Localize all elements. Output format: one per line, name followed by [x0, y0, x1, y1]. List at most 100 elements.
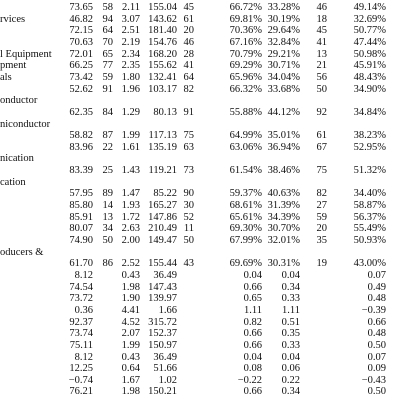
table-cell: 49.14% — [353, 2, 386, 13]
row-label: rvices — [0, 13, 26, 25]
table-cell: 64.99% — [229, 130, 262, 142]
row-label: als — [0, 71, 12, 83]
table-cell: 12.25 — [69, 363, 93, 375]
table-cell: 1.61 — [121, 141, 140, 153]
table-cell: 58.82 — [69, 130, 93, 142]
table-cell: 0.33 — [281, 293, 300, 305]
table-cell: 45.91% — [353, 60, 386, 72]
table-cell: 51.66 — [153, 363, 177, 375]
table-cell: 86 — [102, 258, 114, 270]
table-cell: 66.72% — [229, 2, 262, 13]
table-cell: 119.21 — [148, 165, 178, 177]
table-cell: 165.27 — [148, 200, 177, 212]
table-cell: 25 — [102, 165, 114, 177]
table-cell: 3.07 — [121, 13, 140, 25]
table-cell: 34.04% — [267, 71, 300, 83]
table-cell: 66.25 — [69, 60, 93, 72]
table-cell: 73 — [183, 165, 195, 177]
table-cell: 0.66 — [243, 281, 262, 293]
table-cell: 92 — [316, 106, 328, 118]
table-cell: 1.67 — [121, 374, 140, 386]
table-cell: 90 — [183, 188, 195, 200]
table-cell: 32.84% — [267, 36, 300, 48]
table-cell: 61.70 — [69, 258, 93, 270]
table-cell: 32.01% — [267, 235, 300, 246]
table-cell: 0.08 — [243, 363, 262, 375]
table-cell: 315.72 — [148, 316, 177, 328]
table-cell: 4.52 — [121, 316, 140, 328]
table-cell: 73.65 — [69, 2, 93, 13]
table-cell: 65.61% — [229, 211, 262, 223]
table-cell: 58.87% — [353, 200, 386, 212]
table-cell: 52.95% — [353, 141, 386, 153]
table-cell: 65.96% — [229, 71, 262, 83]
table-cell: 68.61% — [229, 200, 262, 212]
table-cell: 2.19 — [121, 36, 140, 48]
table-cell: 77 — [102, 60, 114, 72]
table-cell: 0.04 — [281, 269, 300, 281]
table-cell: 152.37 — [148, 328, 177, 340]
row-label: l Equipment — [0, 48, 52, 60]
table-cell: 75 — [316, 165, 328, 177]
table-cell: 1.11 — [244, 304, 262, 316]
table-cell: 89 — [102, 188, 114, 200]
table-cell: 34.39% — [267, 211, 300, 223]
table-cell: 147.43 — [148, 281, 177, 293]
table-cell: 63 — [183, 141, 195, 153]
table-cell: 1.29 — [121, 106, 140, 118]
table-cell: 64 — [183, 71, 195, 83]
table-cell: 2.34 — [121, 48, 140, 60]
table-cell: 87 — [102, 130, 114, 142]
table-cell: 30.71% — [267, 60, 300, 72]
table-cell: 45 — [183, 2, 195, 13]
table-cell: 0.43 — [121, 269, 140, 281]
table-cell: 0.43 — [121, 351, 140, 363]
table-cell: 36.94% — [267, 141, 300, 153]
table-cell: 45 — [316, 25, 328, 37]
table-cell: 83.39 — [69, 165, 93, 177]
row-label: cation — [0, 176, 26, 188]
row-label: pment — [0, 60, 27, 72]
table-cell: 76.21 — [69, 386, 93, 398]
table-cell: 41 — [316, 36, 328, 48]
row-label: nication — [0, 153, 34, 165]
table-cell: 0.07 — [367, 269, 386, 281]
table-cell: 35 — [316, 235, 328, 246]
table-cell: 1.99 — [121, 339, 140, 351]
table-cell: 0.33 — [281, 339, 300, 351]
table-cell: 50 — [183, 235, 195, 246]
table-cell: 1.98 — [121, 386, 140, 398]
table-cell: 1.90 — [121, 293, 140, 305]
table-cell: 61.54% — [229, 165, 262, 177]
table-cell: 0.82 — [243, 316, 262, 328]
table-cell: 46.82 — [69, 13, 93, 25]
table-cell: 51.32% — [353, 165, 386, 177]
table-cell: 0.66 — [243, 386, 262, 398]
table-cell: 135.19 — [148, 141, 177, 153]
table-cell: 0.50 — [367, 339, 386, 351]
table-cell: 29.21% — [267, 48, 300, 60]
table-cell: 48.43% — [353, 71, 386, 83]
table-cell: 52 — [183, 211, 195, 223]
table-cell: 69.30% — [229, 223, 262, 235]
table-cell: 0.50 — [367, 386, 386, 398]
table-cell: 61 — [183, 13, 195, 25]
table-cell: 91 — [102, 83, 114, 95]
table-cell: 22 — [102, 141, 114, 153]
table-cell: 85.80 — [69, 200, 93, 212]
table-cell: 181.40 — [148, 25, 177, 37]
table-cell: 8.12 — [74, 351, 93, 363]
table-cell: 55.88% — [229, 106, 262, 118]
row-label: niconductor — [0, 118, 51, 130]
table-cell: 154.76 — [148, 36, 177, 48]
table-cell: 1.93 — [121, 200, 140, 212]
table-cell: 0.66 — [367, 316, 386, 328]
table-cell: 72.01 — [69, 48, 93, 60]
table-cell: 50 — [102, 235, 114, 246]
table-cell: 2.35 — [121, 60, 140, 72]
table-cell: 150.97 — [148, 339, 177, 351]
table-cell: 8.12 — [74, 269, 93, 281]
table-cell: 40.63% — [267, 188, 300, 200]
table-cell: 1.11 — [282, 304, 300, 316]
